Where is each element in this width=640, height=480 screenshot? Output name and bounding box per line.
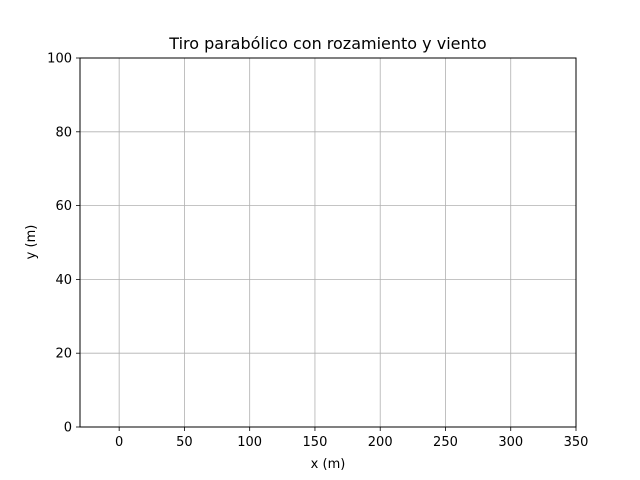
x-tick-label: 200 [368, 435, 393, 450]
x-tick-label: 350 [564, 435, 589, 450]
y-tick-label: 40 [55, 273, 72, 288]
axes-frame [79, 57, 577, 428]
x-tick-label: 0 [115, 435, 123, 450]
x-tick-label: 300 [498, 435, 523, 450]
y-axis-ticks: 0 20 40 60 80 100 [47, 52, 80, 436]
x-tick-label: 50 [176, 435, 193, 450]
x-tick-label: 100 [237, 435, 262, 450]
y-tick-label: 80 [55, 125, 72, 140]
x-tick-label: 250 [433, 435, 458, 450]
chart-title: Tiro parabólico con rozamiento y viento [168, 34, 486, 53]
x-axis-label: x (m) [311, 457, 346, 472]
x-axis-ticks: 0 50 100 150 200 250 300 350 [115, 427, 588, 450]
y-tick-label: 60 [55, 199, 72, 214]
y-axis-label: y (m) [24, 225, 39, 260]
x-tick-label: 150 [303, 435, 328, 450]
y-tick-label: 100 [47, 52, 72, 67]
y-tick-label: 20 [55, 347, 72, 362]
plot-area [79, 57, 577, 428]
axes-background [80, 58, 576, 427]
y-tick-label: 0 [64, 421, 72, 436]
